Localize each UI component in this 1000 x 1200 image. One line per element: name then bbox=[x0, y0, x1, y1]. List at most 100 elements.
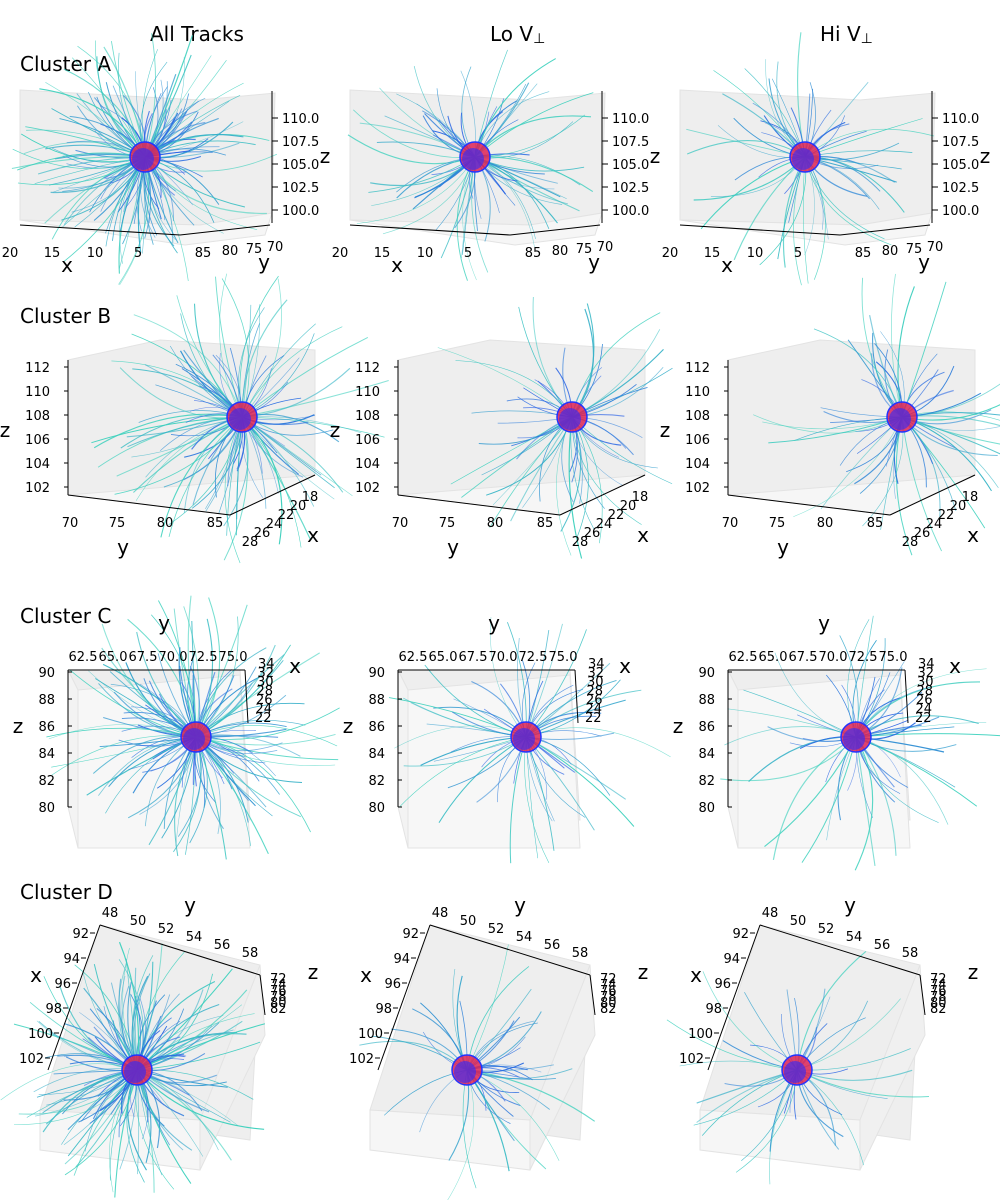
row-label-cluster-d: Cluster D bbox=[20, 880, 113, 904]
x-axis-label: x bbox=[360, 963, 372, 987]
y-tick-label: 62.5 bbox=[69, 650, 98, 665]
z-tick-label: 102.5 bbox=[612, 181, 649, 196]
x-tick-label: 26 bbox=[586, 693, 603, 708]
trajectory-track bbox=[568, 416, 583, 559]
trajectory-track bbox=[720, 736, 857, 782]
x-tick-label: 26 bbox=[256, 693, 273, 708]
z-tick-label: 74 bbox=[600, 978, 617, 993]
row-label-cluster-b: Cluster B bbox=[20, 304, 112, 328]
x-axis-line bbox=[47, 924, 101, 1071]
sphere-core bbox=[792, 148, 814, 170]
z-tick-label: 80 bbox=[698, 801, 715, 816]
trajectory-panel-cluster-d-all: 92 94 96 98 100 102 x 48 50 52 54 56 58 y 727476788082… bbox=[0, 893, 318, 1198]
y-tick-label: 65.0 bbox=[429, 650, 458, 665]
column-title-lo-vperp: Lo V⊥ bbox=[490, 22, 546, 47]
x-axis-label: x bbox=[619, 654, 631, 678]
trajectory-track bbox=[195, 736, 336, 766]
y-axis-line bbox=[397, 494, 561, 516]
back-pane bbox=[369, 924, 591, 1141]
x-tick-label: 102 bbox=[349, 1052, 374, 1067]
x-tick-label: 18 bbox=[962, 490, 979, 505]
z-tick-label: 80 bbox=[930, 996, 947, 1011]
trajectory-panel-cluster-a-all: 110.0 107.5 105.0 102.5 100.0 z 20 15 10 5 85 80 75 7… bbox=[2, 33, 330, 286]
y-tick-label: 85 bbox=[855, 246, 872, 261]
z-tick-label: 112 bbox=[355, 361, 380, 376]
y-tick-label: 70.0 bbox=[489, 650, 518, 665]
sphere-core bbox=[843, 728, 865, 750]
y-tick-label: 75 bbox=[906, 242, 923, 257]
y-tick-label: 70 bbox=[267, 240, 284, 255]
trajectory-track bbox=[187, 595, 197, 738]
x-axis-line bbox=[679, 224, 841, 236]
z-axis-line bbox=[919, 974, 926, 1016]
y-tick-label: 56 bbox=[214, 938, 231, 953]
y-tick-label: 75 bbox=[246, 242, 263, 257]
z-tick-label: 72 bbox=[270, 972, 287, 987]
y-tick-label: 54 bbox=[846, 930, 863, 945]
x-tick-label: 20 bbox=[620, 499, 637, 514]
y-tick-label: 80 bbox=[157, 516, 174, 531]
y-tick-label: 50 bbox=[790, 914, 807, 929]
side-pane bbox=[397, 669, 409, 849]
z-tick-label: 72 bbox=[600, 972, 617, 987]
sphere-core bbox=[784, 1061, 806, 1083]
trajectory-track bbox=[753, 414, 903, 434]
y-tick-label: 67.5 bbox=[129, 650, 158, 665]
y-tick-label: 80 bbox=[222, 244, 239, 259]
z-tick-label: 110.0 bbox=[612, 112, 649, 127]
y-axis-label: y bbox=[818, 611, 830, 635]
trajectory-panel-cluster-d-hi: 92 94 96 98 100 102 x 48 50 52 54 56 58 y 727476788082… bbox=[666, 893, 978, 1185]
trajectory-track bbox=[772, 736, 857, 861]
x-tick-label: 96 bbox=[384, 977, 401, 992]
x-tick-label: 30 bbox=[917, 675, 934, 690]
x-axis-label: x bbox=[391, 253, 403, 277]
x-tick-label: 28 bbox=[257, 684, 274, 699]
y-axis-line bbox=[99, 924, 261, 976]
x-tick-label: 10 bbox=[417, 246, 434, 261]
y-tick-label: 62.5 bbox=[729, 650, 758, 665]
x-tick-label: 22 bbox=[938, 508, 955, 523]
z-tick-label: 104 bbox=[25, 457, 50, 472]
y-tick-label: 56 bbox=[874, 938, 891, 953]
z-tick-label: 108 bbox=[25, 409, 50, 424]
y-tick-label: 72.5 bbox=[849, 650, 878, 665]
x-axis-line bbox=[889, 474, 976, 516]
x-axis-line bbox=[377, 924, 431, 1071]
x-tick-label: 32 bbox=[918, 666, 935, 681]
y-tick-label: 58 bbox=[242, 946, 259, 961]
trajectory-track bbox=[854, 736, 874, 871]
y-tick-label: 70.0 bbox=[159, 650, 188, 665]
z-tick-label: 86 bbox=[698, 720, 715, 735]
y-axis-label: y bbox=[844, 893, 856, 917]
trajectory-track bbox=[525, 727, 671, 758]
x-tick-label: 102 bbox=[19, 1052, 44, 1067]
y-tick-label: 75 bbox=[576, 242, 593, 257]
x-tick-label: 98 bbox=[705, 1002, 722, 1017]
column-title-hi-vperp: Hi V⊥ bbox=[820, 22, 873, 47]
trajectory-track bbox=[793, 416, 903, 518]
panel-content: 90 88 86 84 82 80 z 62.5 65.0 67.5 70.0 72.5 75.0 y 34… bbox=[13, 595, 340, 860]
trajectory-track bbox=[764, 736, 857, 848]
trajectory-track bbox=[93, 413, 243, 449]
z-tick-label: 76 bbox=[930, 984, 947, 999]
x-tick-label: 5 bbox=[794, 246, 802, 261]
z-tick-label: 74 bbox=[930, 978, 947, 993]
trajectory-track bbox=[195, 597, 221, 738]
trajectory-track bbox=[901, 411, 1000, 421]
panel-content: 92 94 96 98 100 102 x 48 50 52 54 56 58 y 727476788082… bbox=[349, 893, 648, 1200]
y-axis-label: y bbox=[117, 535, 129, 559]
x-tick-label: 22 bbox=[585, 711, 602, 726]
y-axis-line bbox=[509, 224, 601, 236]
x-tick-label: 15 bbox=[704, 246, 721, 261]
x-tick-label: 94 bbox=[63, 952, 80, 967]
trajectory-track bbox=[168, 416, 243, 537]
trajectory-track bbox=[69, 669, 197, 738]
sphere-core bbox=[454, 1061, 476, 1083]
x-axis-line bbox=[244, 669, 249, 724]
x-tick-label: 26 bbox=[914, 526, 931, 541]
panel-content: 110.0 107.5 105.0 102.5 100.0 z 20 15 10 5 85 80 75 7… bbox=[332, 49, 660, 281]
x-axis-line bbox=[349, 224, 511, 236]
trajectory-track bbox=[241, 416, 385, 438]
z-tick-label: 88 bbox=[368, 693, 385, 708]
trajectory-track bbox=[437, 347, 573, 418]
